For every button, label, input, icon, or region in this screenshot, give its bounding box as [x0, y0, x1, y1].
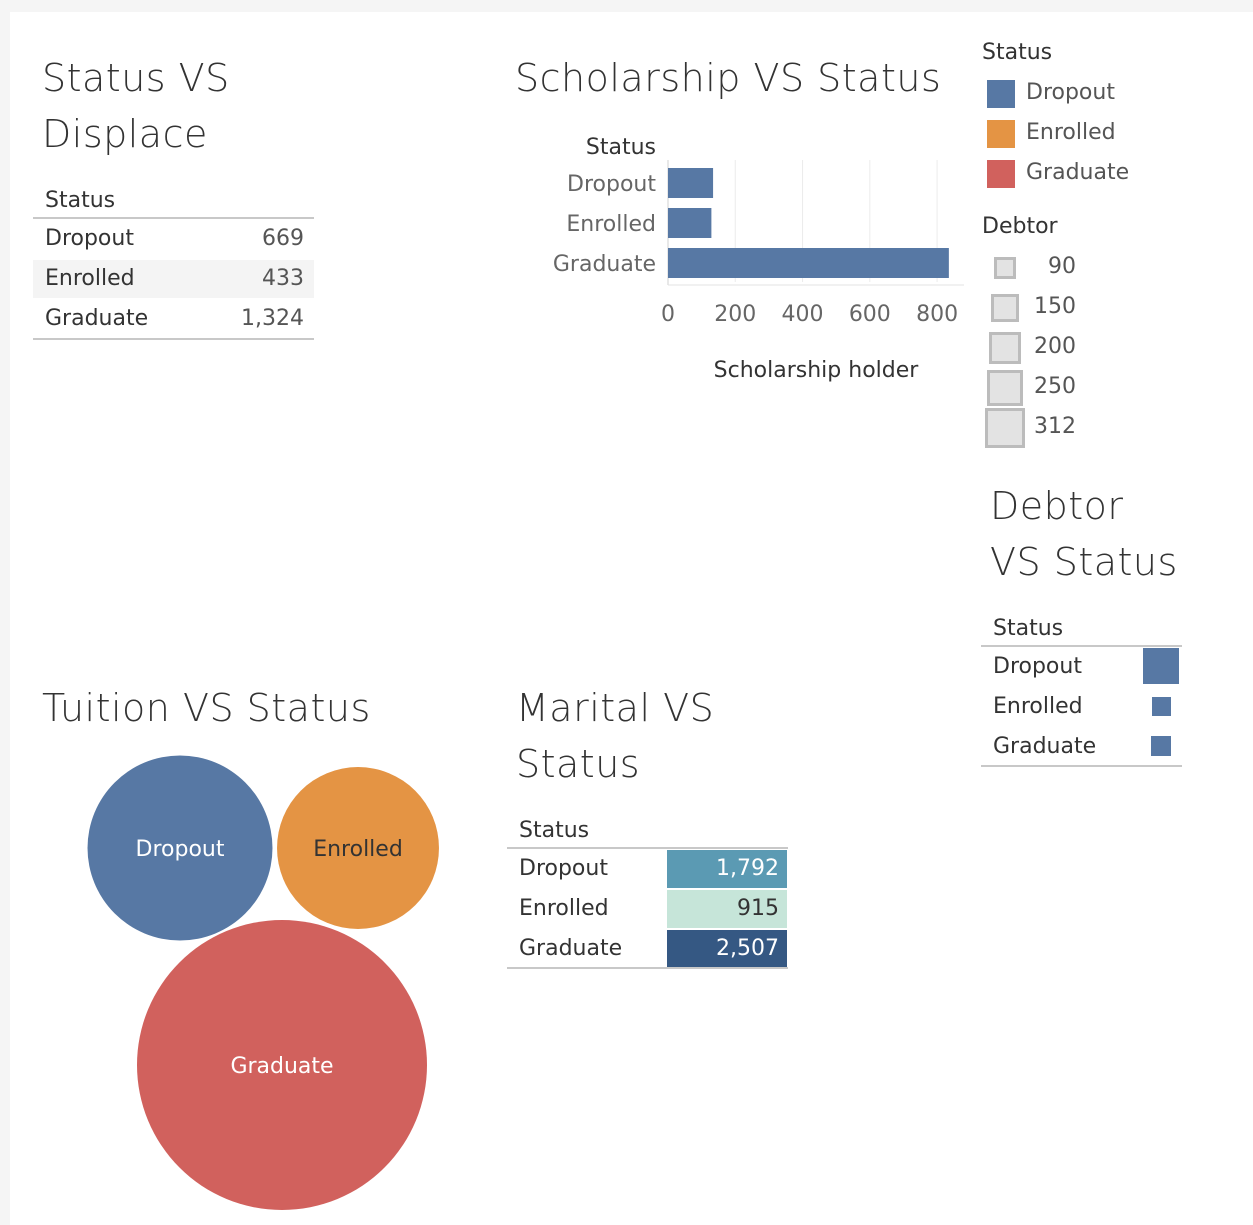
marital-row-label: Enrolled: [519, 896, 609, 921]
legend-label-dropout: Dropout: [1026, 80, 1115, 105]
debtor-size-label: 90: [1034, 254, 1076, 279]
legend-swatch-dropout: [987, 80, 1015, 108]
bar-category-label: Graduate: [553, 252, 656, 277]
debtor-size-label: 312: [1034, 414, 1076, 439]
debtor-size-box: [989, 332, 1021, 364]
debtor-title-line2: VS Status: [990, 534, 1178, 590]
x-tick-label: 800: [916, 302, 958, 327]
scholarship-title: Scholarship VS Status: [515, 50, 941, 106]
bubble-label: Graduate: [230, 1054, 333, 1079]
displaced-row-label: Dropout: [45, 226, 134, 251]
displaced-row-value: 433: [200, 266, 304, 291]
debtor-footer-rule: [981, 765, 1182, 767]
marital-title-line1: Marital VS: [516, 680, 714, 736]
bubble-label: Enrolled: [313, 837, 403, 862]
debtor-size-box: [994, 257, 1016, 279]
displaced-row-value: 669: [200, 226, 304, 251]
displaced-title-line2: Displace: [42, 106, 208, 162]
displaced-header-rule: [33, 217, 314, 219]
marital-row-label: Dropout: [519, 856, 608, 881]
status-legend-title: Status: [982, 40, 1052, 65]
marital-cell-value: 915: [737, 896, 779, 921]
displaced-title-line1: Status VS: [42, 50, 230, 106]
displaced-footer-rule: [33, 338, 314, 340]
debtor-size-mark: [1143, 648, 1179, 684]
bar-graduate: [668, 248, 949, 278]
marital-row-label: Graduate: [519, 936, 622, 961]
legend-swatch-graduate: [987, 160, 1015, 188]
legend-label-graduate: Graduate: [1026, 160, 1129, 185]
marital-heat-cell: 2,507: [667, 930, 787, 968]
legend-label-enrolled: Enrolled: [1026, 120, 1116, 145]
x-tick-label: 600: [849, 302, 891, 327]
displaced-row-label: Graduate: [45, 306, 148, 331]
debtor-size-label: 250: [1034, 374, 1076, 399]
debtor-size-label: 150: [1034, 294, 1076, 319]
debtor-legend-title: Debtor: [982, 214, 1058, 239]
marital-table-header: Status: [519, 818, 589, 843]
displaced-row-label: Enrolled: [45, 266, 135, 291]
debtor-title-line1: Debtor: [990, 478, 1124, 534]
debtor-size-box: [991, 294, 1019, 322]
bubble-label: Dropout: [136, 837, 225, 862]
bar-row-header: Status: [586, 135, 656, 160]
debtor-table-header: Status: [993, 616, 1063, 641]
debtor-row-label: Enrolled: [993, 694, 1083, 719]
debtor-size-box: [987, 370, 1023, 406]
marital-cell-value: 1,792: [716, 856, 779, 881]
debtor-size-mark: [1151, 736, 1171, 756]
tuition-title: Tuition VS Status: [42, 680, 371, 736]
displaced-row-value: 1,324: [200, 306, 304, 331]
legend-swatch-enrolled: [987, 120, 1015, 148]
bar-category-label: Enrolled: [566, 212, 656, 237]
marital-heat-cell: 1,792: [667, 850, 787, 888]
bar-enrolled: [668, 208, 711, 238]
debtor-row-label: Dropout: [993, 654, 1082, 679]
debtor-size-box: [985, 408, 1025, 448]
debtor-size-mark: [1152, 697, 1171, 716]
x-axis-title: Scholarship holder: [714, 358, 920, 383]
debtor-row-label: Graduate: [993, 734, 1096, 759]
tuition-bubble-chart: Dropout Enrolled Graduate: [60, 740, 460, 1220]
marital-footer-rule: [507, 967, 788, 969]
x-tick-label: 200: [714, 302, 756, 327]
x-tick-label: 0: [661, 302, 675, 327]
debtor-header-rule: [981, 645, 1182, 647]
bar-dropout: [668, 168, 713, 198]
bar-category-label: Dropout: [567, 172, 656, 197]
marital-cell-value: 2,507: [716, 936, 779, 961]
x-tick-label: 400: [782, 302, 824, 327]
marital-header-rule: [507, 847, 788, 849]
marital-heat-cell: 915: [667, 890, 787, 928]
marital-title-line2: Status: [516, 736, 640, 792]
displaced-table-header: Status: [45, 188, 115, 213]
debtor-size-label: 200: [1034, 334, 1076, 359]
